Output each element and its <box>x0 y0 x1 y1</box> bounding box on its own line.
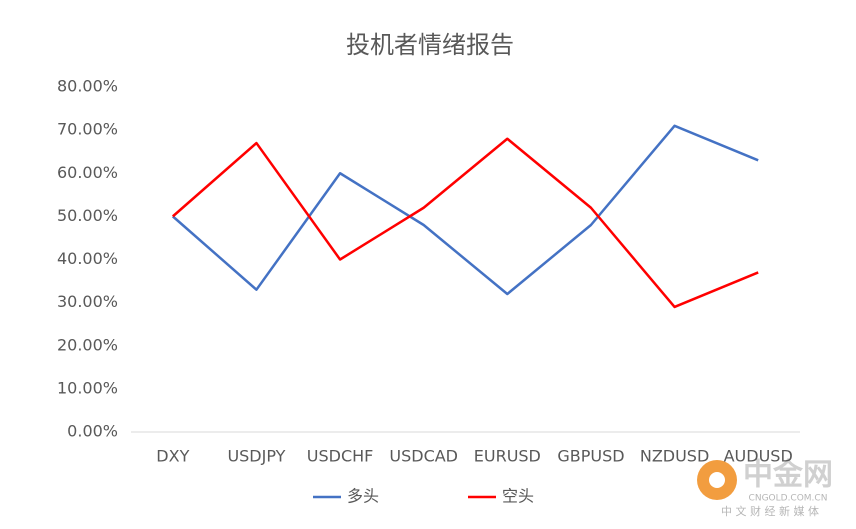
y-tick-label: 80.00% <box>57 77 118 96</box>
x-tick-label: USDCHF <box>307 447 374 466</box>
series-line <box>171 137 759 309</box>
watermark-site: CNGOLD.COM.CN <box>749 494 828 504</box>
x-tick-label: GBPUSD <box>557 447 624 466</box>
x-tick-label: DXY <box>156 447 189 466</box>
y-tick-label: 0.00% <box>67 422 118 441</box>
watermark-logo-inner <box>709 472 725 488</box>
watermark: 中金网 CNGOLD.COM.CN 中 文 财 经 新 媒 体 <box>697 458 833 518</box>
y-tick-label: 40.00% <box>57 249 118 268</box>
series-line <box>171 124 759 296</box>
x-tick-label: EURUSD <box>474 447 541 466</box>
x-tick-label: USDCAD <box>389 447 458 466</box>
legend-label: 空头 <box>502 487 534 506</box>
x-tick-label: AUDUSD <box>724 447 793 466</box>
y-tick-label: 10.00% <box>57 378 118 397</box>
y-tick-label: 30.00% <box>57 292 118 311</box>
y-tick-label: 50.00% <box>57 206 118 225</box>
legend-label: 多头 <box>347 487 379 506</box>
y-tick-label: 70.00% <box>57 120 118 139</box>
x-tick-label: NZDUSD <box>640 447 709 466</box>
y-tick-label: 60.00% <box>57 163 118 182</box>
y-tick-label: 20.00% <box>57 335 118 354</box>
watermark-brand: 中金网 <box>743 458 833 493</box>
chart-title: 投机者情绪报告 <box>346 31 514 59</box>
watermark-slogan: 中 文 财 经 新 媒 体 <box>721 504 819 518</box>
x-tick-label: USDJPY <box>227 447 285 466</box>
